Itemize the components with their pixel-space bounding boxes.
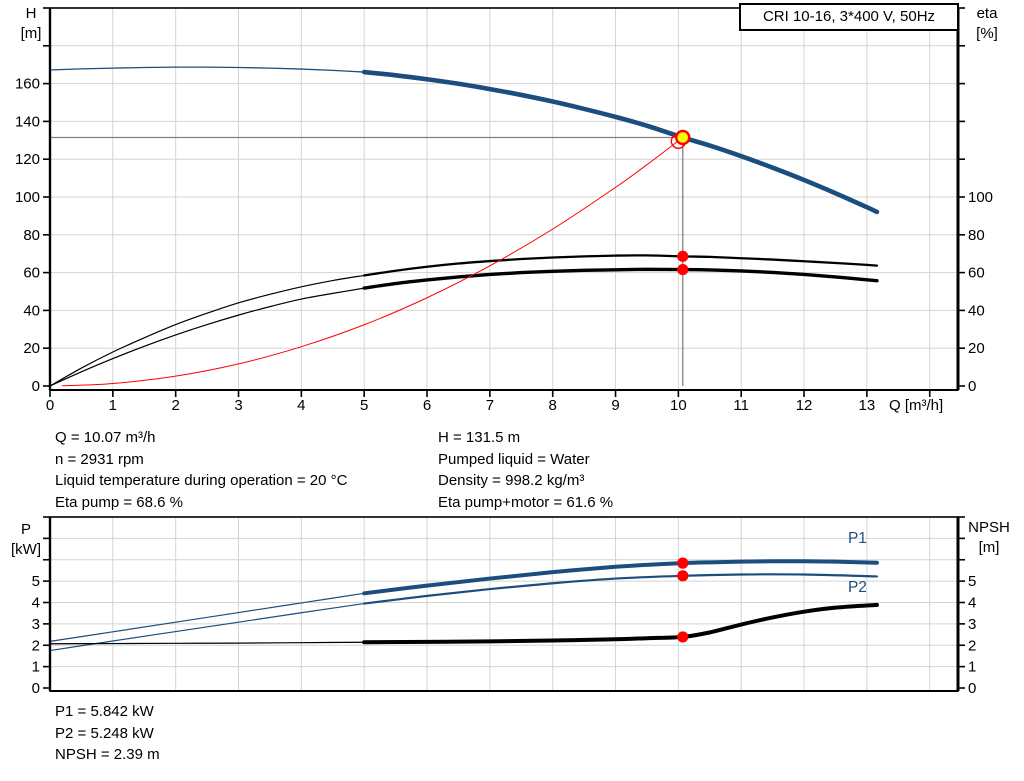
axis-label-npsh-unit: [m] — [978, 539, 1000, 556]
tick-label-left: 120 — [15, 151, 40, 168]
qh-curve-thin — [49, 66, 365, 73]
result-line-density: Density = 998.2 kg/m³ — [438, 472, 585, 489]
tick-label-x: 10 — [670, 397, 687, 414]
result-line-h: H = 131.5 m — [438, 429, 521, 446]
result-line-npsh: NPSH = 2.39 m — [55, 746, 160, 763]
tick-label-x: 1 — [109, 397, 117, 414]
tick-label-x: 8 — [549, 397, 557, 414]
tick-label-right: 40 — [968, 302, 985, 319]
tick-label-x: 5 — [360, 397, 368, 414]
tick-label-right: 3 — [968, 616, 976, 633]
result-line-n: n = 2931 rpm — [55, 450, 144, 468]
tick-label-right: 100 — [968, 189, 993, 206]
tick-label-x: 7 — [486, 397, 494, 414]
results-top-col1: Q = 10.07 m³/h n = 2931 rpm Liquid tempe… — [55, 427, 347, 513]
tick-label-right: 0 — [968, 680, 976, 697]
p2-curve-thin — [49, 602, 365, 652]
tick-label-left: 20 — [23, 340, 40, 357]
tick-label-x: 12 — [796, 397, 813, 414]
axis-label-eta-unit: [%] — [976, 25, 998, 42]
p2-point-marker — [677, 570, 689, 582]
eta-pump-motor-point-marker — [677, 263, 689, 276]
duty-point-marker[interactable] — [675, 129, 691, 146]
tick-label-left: 5 — [32, 573, 40, 590]
tick-label-x: 11 — [733, 397, 749, 414]
bottom-plot-frame — [49, 516, 959, 692]
bottom-right-axis-label: NPSH [m] — [960, 518, 1018, 558]
tick-label-right: 80 — [968, 227, 985, 244]
axis-label-p-unit: [kW] — [11, 541, 41, 558]
tick-label-x: 4 — [297, 397, 305, 414]
results-top-col2: H = 131.5 m Pumped liquid = Water Densit… — [438, 427, 613, 513]
result-line-q: Q = 10.07 m³/h — [55, 429, 156, 446]
axis-label-h: H — [25, 5, 37, 22]
tick-label-right: 5 — [968, 573, 976, 590]
pump-title-box: CRI 10-16, 3*400 V, 50Hz — [739, 3, 959, 31]
tick-label-x: 2 — [172, 397, 180, 414]
axis-label-eta: eta — [976, 5, 998, 22]
tick-label-left: 1 — [32, 659, 40, 676]
npsh-curve-thin — [49, 641, 365, 645]
tick-label-left: 100 — [15, 189, 40, 206]
eta-pump-curve — [363, 254, 879, 277]
bottom-left-axis-label: P [kW] — [4, 520, 48, 560]
axis-label-p: P — [20, 521, 31, 538]
x-axis-label: Q [m³/h] — [889, 397, 944, 414]
top-right-axis-label: eta [%] — [966, 4, 1008, 44]
tick-label-left: 2 — [32, 637, 40, 654]
tick-label-left: 80 — [23, 227, 40, 244]
axis-label-h-unit: [m] — [20, 25, 42, 42]
p1-curve-thin — [49, 592, 365, 643]
result-line-pumped-liquid: Pumped liquid = Water — [438, 450, 590, 468]
result-line-p2: P2 = 5.248 kW — [55, 724, 154, 742]
tick-label-right: 20 — [968, 340, 985, 357]
eta-pump-point-marker — [677, 250, 689, 262]
tick-label-left: 140 — [15, 113, 40, 130]
axis-label-npsh: NPSH — [968, 519, 1010, 536]
bottom-chart: 0 1 2 3 4 5 0 1 2 3 4 5 P1 P2 — [32, 516, 976, 697]
tick-label-left: 40 — [23, 302, 40, 319]
tick-label-x: 6 — [423, 397, 431, 414]
eta-pump-motor-curve-thin — [49, 287, 365, 387]
results-bottom: P1 = 5.842 kW P2 = 5.248 kW NPSH = 2.39 … — [55, 701, 160, 766]
tick-label-right: 1 — [968, 659, 976, 676]
top-left-axis-label: H [m] — [12, 4, 50, 44]
pump-title-text: CRI 10-16, 3*400 V, 50Hz — [762, 8, 936, 25]
p2-curve — [363, 573, 879, 605]
tick-label-x: 9 — [611, 397, 619, 414]
tick-label-left: 0 — [32, 680, 40, 697]
tick-label-right: 60 — [968, 265, 985, 282]
tick-label-right: 2 — [968, 637, 976, 654]
result-line-liquid-temp: Liquid temperature during operation = 20… — [55, 472, 348, 489]
top-plot-frame — [49, 7, 959, 391]
tick-label-right: 4 — [968, 595, 976, 612]
tick-label-left: 4 — [32, 595, 40, 612]
eta-pump-motor-curve — [362, 267, 879, 290]
tick-label-left: 60 — [23, 265, 40, 282]
result-line-p1: P1 = 5.842 kW — [55, 703, 154, 720]
tick-label-x: 3 — [234, 397, 242, 414]
eta-pump-curve-thin — [49, 274, 365, 387]
qh-curve — [361, 69, 880, 215]
series-label-p2: P2 — [848, 579, 867, 596]
tick-label-left: 160 — [15, 76, 40, 93]
p1-point-marker — [677, 557, 689, 569]
series-label-p1: P1 — [848, 530, 867, 547]
system-curve — [62, 140, 679, 387]
result-line-eta-pump-motor: Eta pump+motor = 61.6 % — [438, 493, 614, 511]
tick-label-x: 0 — [46, 397, 54, 414]
npsh-point-marker — [677, 631, 689, 643]
result-line-eta-pump: Eta pump = 68.6 % — [55, 493, 183, 511]
tick-label-right: 0 — [968, 378, 976, 395]
tick-label-left: 0 — [32, 378, 40, 395]
tick-label-x: 13 — [859, 397, 876, 414]
tick-label-left: 3 — [32, 616, 40, 633]
